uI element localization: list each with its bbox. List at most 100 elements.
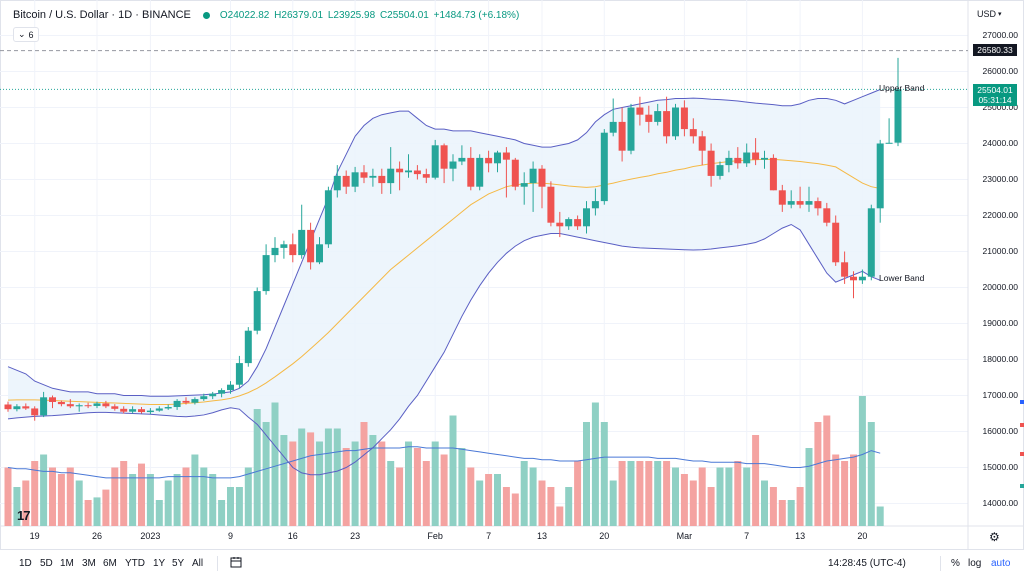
candle-body[interactable] [858, 276, 866, 281]
candle-body[interactable] [244, 330, 252, 364]
candle-body[interactable] [84, 405, 92, 407]
candle-body[interactable] [778, 190, 786, 205]
candle-body[interactable] [360, 172, 368, 178]
candle-body[interactable] [805, 201, 813, 205]
candle-body[interactable] [227, 384, 234, 391]
candle-body[interactable] [316, 244, 323, 263]
candle-body[interactable] [396, 168, 404, 173]
candle-body[interactable] [200, 396, 208, 400]
candle-body[interactable] [832, 222, 840, 263]
candle-body[interactable] [876, 143, 884, 209]
candle-body[interactable] [138, 409, 145, 413]
candle-body[interactable] [413, 170, 421, 175]
candle-body[interactable] [725, 157, 733, 166]
candle-body[interactable] [164, 407, 172, 409]
candle-body[interactable] [422, 174, 430, 178]
candle-body[interactable] [333, 175, 341, 191]
candle-body[interactable] [476, 157, 484, 187]
candle-body[interactable] [209, 393, 217, 397]
candle-body[interactable] [289, 244, 297, 256]
candle-body[interactable] [538, 168, 546, 187]
range-button-1d[interactable]: 1D [19, 558, 32, 569]
currency-selector[interactable]: USD ▾ [977, 9, 1002, 19]
candle-body[interactable] [591, 201, 599, 209]
candle-body[interactable] [111, 406, 119, 409]
range-button-5d[interactable]: 5D [40, 558, 53, 569]
candle-body[interactable] [520, 183, 528, 187]
candle-body[interactable] [814, 201, 822, 209]
candle-body[interactable] [787, 201, 795, 205]
candle-body[interactable] [467, 157, 475, 187]
candle-body[interactable] [431, 145, 439, 178]
candle-body[interactable] [867, 208, 875, 277]
range-button-3m[interactable]: 3M [82, 558, 96, 569]
candle-body[interactable] [449, 161, 457, 169]
range-button-1y[interactable]: 1Y [153, 558, 166, 569]
gear-icon[interactable]: ⚙ [989, 530, 1000, 544]
symbol-title[interactable]: Bitcoin / U.S. Dollar · 1D · BINANCE [13, 9, 191, 21]
candle-body[interactable] [769, 157, 777, 191]
candle-body[interactable] [378, 175, 386, 184]
candle-body[interactable] [22, 406, 30, 409]
candle-body[interactable] [680, 107, 688, 130]
calendar-icon[interactable] [230, 556, 242, 568]
candle-body[interactable] [752, 152, 760, 160]
candle-body[interactable] [31, 408, 39, 416]
candle-body[interactable] [120, 408, 128, 412]
candle-body[interactable] [574, 219, 582, 227]
candle-body[interactable] [93, 403, 101, 406]
candle-body[interactable] [405, 170, 412, 173]
timezone-clock[interactable]: 14:28:45 (UTC-4) [828, 558, 906, 569]
candle-body[interactable] [663, 111, 671, 137]
candle-body[interactable] [743, 152, 751, 164]
candle-body[interactable] [458, 157, 466, 162]
candle-body[interactable] [13, 406, 21, 410]
candle-body[interactable] [485, 157, 493, 164]
candle-body[interactable] [850, 276, 857, 281]
candle-body[interactable] [556, 222, 564, 227]
log-toggle[interactable]: log [968, 558, 982, 569]
range-button-5y[interactable]: 5Y [172, 558, 185, 569]
candle-body[interactable] [672, 107, 679, 137]
percent-toggle[interactable]: % [951, 558, 960, 569]
range-button-1m[interactable]: 1M [60, 558, 74, 569]
candle-body[interactable] [716, 165, 724, 176]
candle-body[interactable] [823, 208, 831, 223]
candle-body[interactable] [280, 244, 288, 248]
candle-body[interactable] [235, 363, 243, 385]
candle-body[interactable] [324, 190, 332, 245]
candle-body[interactable] [511, 159, 519, 187]
candle-body[interactable] [529, 168, 537, 184]
candle-body[interactable] [218, 390, 226, 394]
candle-body[interactable] [565, 219, 573, 227]
candle-body[interactable] [494, 152, 501, 164]
chart-plot[interactable] [0, 0, 1024, 549]
candle-body[interactable] [885, 142, 893, 144]
candle-body[interactable] [49, 397, 56, 402]
candle-body[interactable] [440, 145, 448, 169]
auto-toggle[interactable]: auto [991, 558, 1011, 569]
candle-body[interactable] [636, 107, 644, 115]
range-button-all[interactable]: All [192, 558, 204, 569]
candle-body[interactable] [654, 111, 662, 122]
candle-body[interactable] [698, 136, 706, 151]
candle-body[interactable] [4, 404, 12, 410]
candle-body[interactable] [734, 157, 742, 164]
candle-body[interactable] [40, 397, 48, 416]
candle-body[interactable] [66, 404, 74, 407]
tradingview-logo[interactable]: 17 [17, 508, 31, 523]
candle-body[interactable] [627, 107, 635, 151]
candle-body[interactable] [342, 175, 350, 187]
candle-body[interactable] [761, 157, 768, 160]
candle-body[interactable] [841, 262, 849, 277]
candle-body[interactable] [583, 208, 590, 227]
candle-body[interactable] [129, 409, 137, 412]
candle-body[interactable] [600, 132, 608, 202]
candle-body[interactable] [618, 121, 626, 151]
candle-body[interactable] [191, 399, 199, 403]
candle-body[interactable] [645, 114, 653, 122]
candle-body[interactable] [707, 150, 715, 176]
candle-body[interactable] [796, 201, 804, 205]
candle-body[interactable] [369, 175, 377, 178]
candle-body[interactable] [387, 168, 395, 184]
